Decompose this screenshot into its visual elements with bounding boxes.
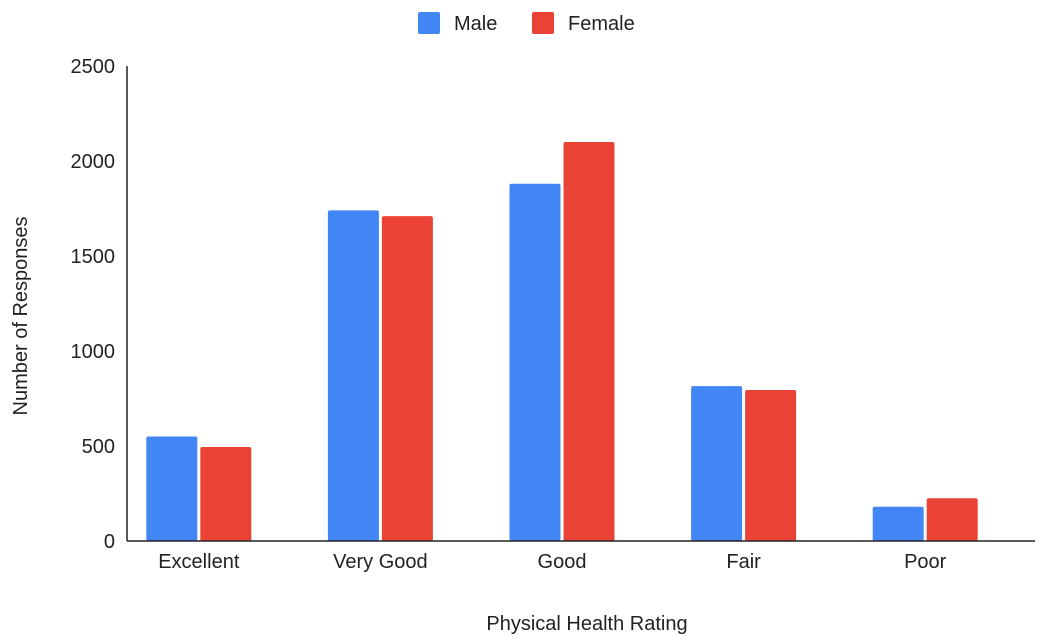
y-tick-label: 1500	[71, 246, 116, 268]
legend-label-female: Female	[568, 13, 635, 35]
x-axis-tick-labels: Excellent Very Good Good Fair Poor	[158, 551, 946, 573]
bar-male-fair	[691, 386, 743, 541]
x-axis-title: Physical Health Rating	[486, 613, 687, 634]
y-tick-label: 2500	[71, 56, 116, 78]
bar-female-very-good	[381, 216, 433, 541]
x-tick-label: Good	[538, 551, 587, 573]
y-axis-title: Number of Responses	[10, 217, 32, 416]
y-tick-label: 0	[104, 531, 115, 553]
bar-male-very-good	[327, 210, 379, 541]
bars-group	[146, 142, 978, 542]
bar-male-poor	[872, 506, 924, 541]
chart-legend: Male Female	[418, 12, 635, 35]
x-tick-label: Excellent	[158, 551, 240, 573]
x-tick-label: Poor	[904, 551, 947, 573]
bar-female-excellent	[200, 446, 252, 541]
bar-female-poor	[926, 498, 978, 541]
bar-female-fair	[745, 389, 797, 541]
legend-swatch-female	[532, 12, 554, 34]
y-tick-label: 1000	[71, 341, 116, 363]
y-tick-label: 500	[82, 436, 115, 458]
x-tick-label: Very Good	[333, 551, 428, 573]
y-tick-label: 2000	[71, 151, 116, 173]
bar-male-good	[509, 183, 561, 542]
legend-label-male: Male	[454, 13, 497, 35]
x-tick-label: Fair	[726, 551, 761, 573]
y-axis-ticks: 0 500 1000 1500 2000 2500	[71, 56, 116, 553]
bar-female-good	[563, 142, 615, 541]
bar-male-excellent	[146, 436, 198, 541]
legend-swatch-male	[418, 12, 440, 34]
